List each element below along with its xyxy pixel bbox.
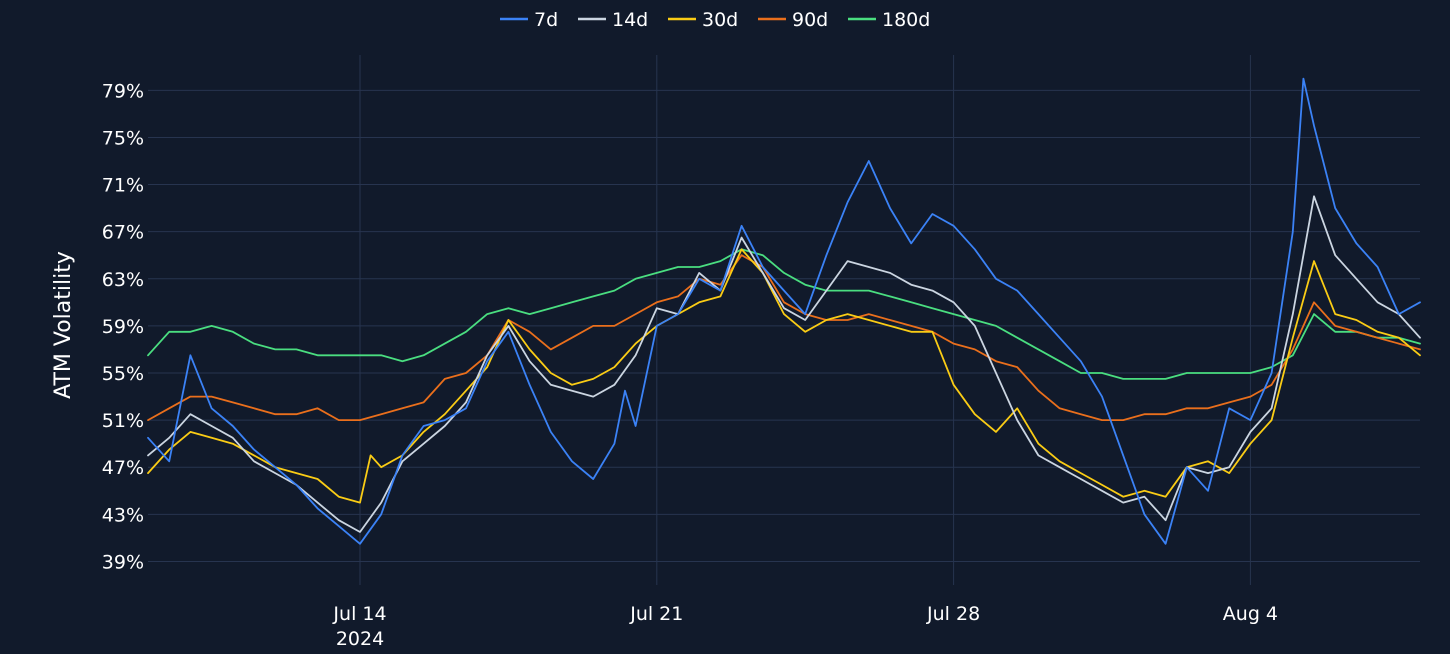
y-tick-label: 47%: [102, 457, 144, 479]
y-tick-label: 55%: [102, 363, 144, 385]
y-tick-label: 63%: [102, 269, 144, 291]
x-axis-ticks: Jul 14 2024 Jul 21 Jul 28 Aug 4: [332, 603, 1278, 650]
series-line-7d: [147, 77, 1421, 545]
x-tick-label: Aug 4: [1223, 603, 1278, 625]
legend-item-7d[interactable]: 7d: [500, 9, 558, 31]
y-tick-label: 59%: [102, 316, 144, 338]
series-line-30d: [147, 248, 1421, 504]
y-tick-label: 51%: [102, 410, 144, 432]
legend-label: 30d: [702, 9, 738, 31]
x-tick-label: Jul 28: [926, 603, 980, 625]
series-line-14d: [147, 195, 1421, 533]
y-tick-label: 79%: [102, 80, 144, 102]
series-line-90d: [147, 254, 1421, 421]
x-tick-label: Jul 14: [332, 603, 386, 625]
y-axis-title: ATM Volatility: [51, 251, 76, 399]
x-tick-year-label: 2024: [336, 628, 384, 650]
legend-item-90d[interactable]: 90d: [758, 9, 828, 31]
y-axis-ticks: 39% 43% 47% 51% 55% 59% 63% 67% 71% 75% 79%: [102, 80, 144, 573]
legend-item-180d[interactable]: 180d: [848, 9, 930, 31]
series-line-180d: [147, 248, 1421, 380]
grid: [148, 55, 1420, 585]
legend-item-14d[interactable]: 14d: [578, 9, 648, 31]
y-tick-label: 43%: [102, 504, 144, 526]
x-tick-label: Jul 21: [629, 603, 683, 625]
legend-label: 90d: [792, 9, 828, 31]
legend-label: 7d: [534, 9, 558, 31]
y-tick-label: 75%: [102, 127, 144, 149]
legend-item-30d[interactable]: 30d: [668, 9, 738, 31]
series-lines: [147, 77, 1421, 545]
legend-label: 14d: [612, 9, 648, 31]
legend[interactable]: 7d 14d 30d 90d 180d: [500, 9, 930, 31]
y-tick-label: 71%: [102, 175, 144, 197]
y-tick-label: 67%: [102, 222, 144, 244]
legend-label: 180d: [882, 9, 930, 31]
y-tick-label: 39%: [102, 551, 144, 573]
